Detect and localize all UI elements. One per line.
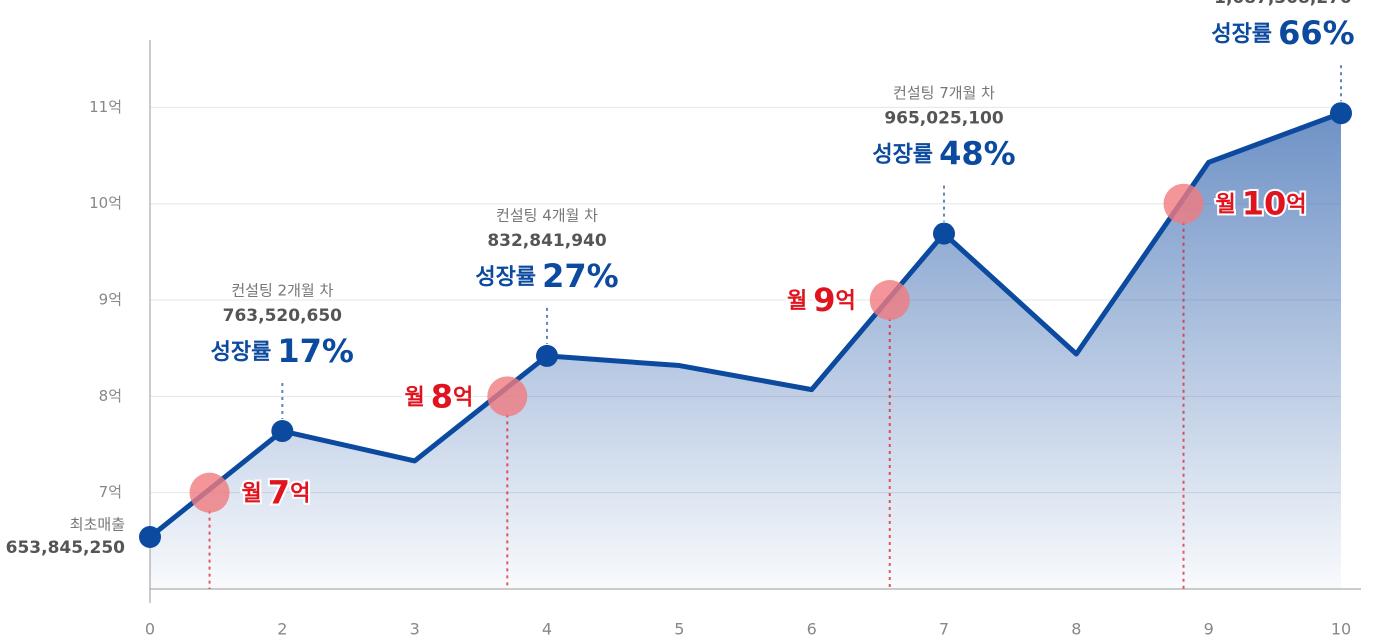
growth-label: 성장률 <box>872 143 933 168</box>
milestone-unit: 억 <box>290 482 310 507</box>
y-tick-label: 11억 <box>89 98 122 116</box>
callout-growth: 성장률 66% <box>1211 14 1354 52</box>
x-tick-label: 5 <box>674 620 684 639</box>
milestone-unit: 억 <box>1286 193 1306 218</box>
x-tick-label: 0 <box>145 620 155 639</box>
milestone-value: 9 <box>813 281 835 319</box>
x-tick-label: 2 <box>277 620 287 639</box>
milestone-unit: 억 <box>835 289 855 314</box>
milestone-prefix: 월 <box>787 289 807 314</box>
milestone-prefix: 월 <box>1216 193 1236 218</box>
callout-title: 컨설팅 7개월 차 <box>893 84 995 102</box>
milestone-value: 8 <box>431 377 453 415</box>
milestone-unit: 억 <box>453 385 473 410</box>
growth-value: 66% <box>1278 14 1355 52</box>
growth-value: 17% <box>277 332 354 370</box>
point <box>139 525 161 548</box>
callout-title: 최초매출 <box>70 515 125 533</box>
callout-title: 컨설팅 4개월 차 <box>496 206 598 224</box>
growth-label: 성장률 <box>1211 22 1272 47</box>
growth-value: 48% <box>939 135 1016 173</box>
point <box>536 344 558 367</box>
callout-amount: 832,841,940 <box>487 231 607 251</box>
milestone-prefix: 월 <box>242 482 262 507</box>
milestone-prefix: 월 <box>405 385 425 410</box>
y-tick-label: 10억 <box>89 194 122 212</box>
x-tick-label: 10 <box>1331 620 1351 639</box>
y-tick-label: 7억 <box>99 483 122 501</box>
growth-label: 성장률 <box>475 265 536 290</box>
y-tick-label: 8억 <box>99 387 122 405</box>
x-tick-label: 4 <box>542 620 552 639</box>
milestone-marker <box>869 280 910 321</box>
point <box>271 420 294 443</box>
growth-value: 27% <box>542 257 619 295</box>
growth-label: 성장률 <box>211 340 272 365</box>
x-tick-label: 3 <box>410 620 420 639</box>
milestone-marker <box>1163 183 1204 224</box>
callout-amount: 653,845,250 <box>6 538 126 558</box>
callout-amount: 763,520,650 <box>223 306 343 326</box>
line <box>148 110 1342 539</box>
milestone-value: 10 <box>1242 185 1287 223</box>
milestone-marker <box>487 376 528 417</box>
milestone-marker <box>189 472 230 513</box>
area <box>150 113 1341 589</box>
callout-amount: 1,087,308,270 <box>1214 0 1352 8</box>
x-tick-label: 8 <box>1071 620 1081 639</box>
point <box>933 222 955 245</box>
milestone-label: 월 7억 <box>242 474 311 512</box>
milestone-label: 월 8억 <box>405 377 474 415</box>
point <box>1330 102 1352 125</box>
x-tick-label: 6 <box>807 620 817 639</box>
callout-growth: 성장률 48% <box>872 135 1015 173</box>
y-tick-label: 9억 <box>99 291 122 309</box>
x-tick-label: 9 <box>1204 620 1214 639</box>
callout-amount: 965,025,100 <box>884 109 1004 129</box>
x-tick-label: 7 <box>939 620 949 639</box>
callout-title: 컨설팅 2개월 차 <box>231 282 333 300</box>
callout-growth: 성장률 17% <box>211 332 354 370</box>
milestone-label: 월 10억 <box>1216 185 1307 223</box>
callout-growth: 성장률 27% <box>475 257 618 295</box>
milestone-label: 월 9억 <box>787 281 856 319</box>
milestone-value: 7 <box>268 474 290 512</box>
